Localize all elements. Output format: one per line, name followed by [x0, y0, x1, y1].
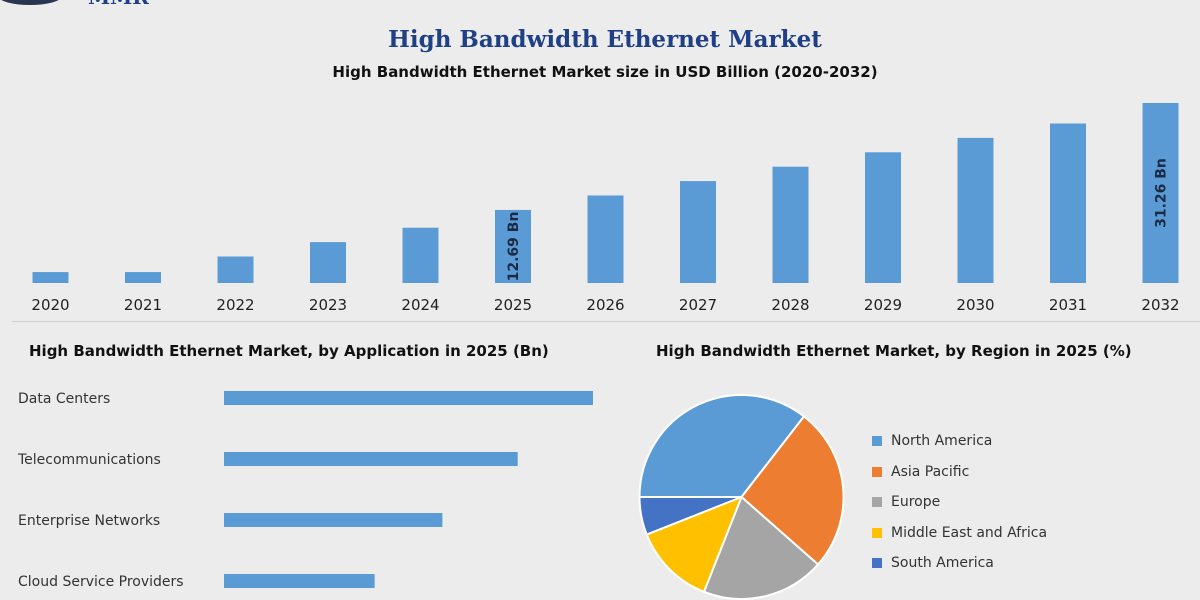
- legend-swatch: [872, 436, 882, 447]
- year-bar-2030: [957, 137, 994, 283]
- pie-slice: [740, 415, 845, 566]
- x-tick-label: 2029: [864, 296, 902, 314]
- page-subtitle: High Bandwidth Ethernet Market size in U…: [332, 63, 878, 81]
- x-tick-label: 2032: [1141, 296, 1179, 314]
- x-tick-label: 2030: [956, 296, 994, 314]
- pie-slice: [638, 394, 806, 498]
- logo-text: MMR: [88, 0, 149, 9]
- x-tick-label: 2025: [494, 296, 532, 314]
- region-pie-chart: [638, 394, 845, 600]
- region-legend: North America Asia Pacific Europe Middle Ea…: [872, 426, 1047, 579]
- section-divider: [12, 321, 1200, 322]
- year-bar-2026: [587, 195, 624, 283]
- legend-label: South America: [891, 555, 994, 572]
- application-bar: [224, 391, 593, 405]
- data-label: 12.69 Bn: [506, 212, 522, 282]
- year-bar-2024: [402, 227, 439, 283]
- x-tick-label: 2022: [216, 296, 254, 314]
- application-bar: [224, 452, 518, 466]
- year-bar-2021: [125, 272, 161, 283]
- x-tick-label: 2031: [1049, 296, 1087, 314]
- year-bar-chart: 2020 2021 2022 2023 2024 2025 12.69 Bn 2026 2027…: [31, 103, 1180, 314]
- legend-item: Europe: [872, 487, 1047, 518]
- application-bar: [224, 513, 443, 527]
- year-bar-2020: [32, 272, 69, 283]
- x-tick-label: 2027: [679, 296, 717, 314]
- application-bar-chart: Data Centers Telecommunications Enterprise…: [17, 391, 593, 590]
- application-label: Telecommunications: [17, 452, 161, 468]
- application-label: Cloud Service Providers: [18, 574, 184, 590]
- year-bar-2023: [310, 242, 346, 283]
- legend-label: North America: [891, 433, 993, 450]
- logo: MMR: [0, 0, 260, 10]
- year-bar-2022: [217, 256, 254, 283]
- pie-slice: [645, 495, 744, 594]
- legend-swatch: [872, 558, 882, 569]
- year-bar-2029: [865, 152, 901, 283]
- x-tick-label: 2026: [586, 296, 624, 314]
- year-bar-2028: [772, 166, 809, 283]
- x-tick-label: 2023: [309, 296, 347, 314]
- x-tick-label: 2024: [401, 296, 439, 314]
- legend-item: Middle East and Africa: [872, 518, 1047, 549]
- pie-slice: [638, 496, 742, 536]
- region-chart-title: High Bandwidth Ethernet Market, by Regio…: [656, 342, 1132, 360]
- year-bar-2027: [680, 181, 716, 283]
- legend-item: North America: [872, 426, 1047, 457]
- year-bar-2025: [495, 209, 531, 283]
- year-bar-2031: [1050, 123, 1086, 283]
- application-chart-title: High Bandwidth Ethernet Market, by Appli…: [29, 342, 549, 360]
- application-bar: [224, 574, 375, 588]
- legend-label: Europe: [891, 494, 941, 511]
- year-bar-2032: [1142, 103, 1179, 283]
- legend-label: Middle East and Africa: [891, 524, 1048, 541]
- x-tick-label: 2021: [124, 296, 162, 314]
- application-label: Enterprise Networks: [18, 513, 160, 529]
- legend-swatch: [872, 466, 882, 477]
- legend-item: South America: [872, 548, 1047, 579]
- page-title: High Bandwidth Ethernet Market: [388, 26, 822, 53]
- application-label: Data Centers: [18, 391, 110, 407]
- x-tick-label: 2020: [31, 296, 69, 314]
- x-tick-label: 2028: [771, 296, 809, 314]
- legend-label: Asia Pacific: [891, 463, 970, 480]
- data-label: 31.26 Bn: [1154, 158, 1170, 228]
- legend-swatch: [872, 497, 882, 508]
- legend-swatch: [872, 527, 882, 538]
- legend-item: Asia Pacific: [872, 457, 1047, 488]
